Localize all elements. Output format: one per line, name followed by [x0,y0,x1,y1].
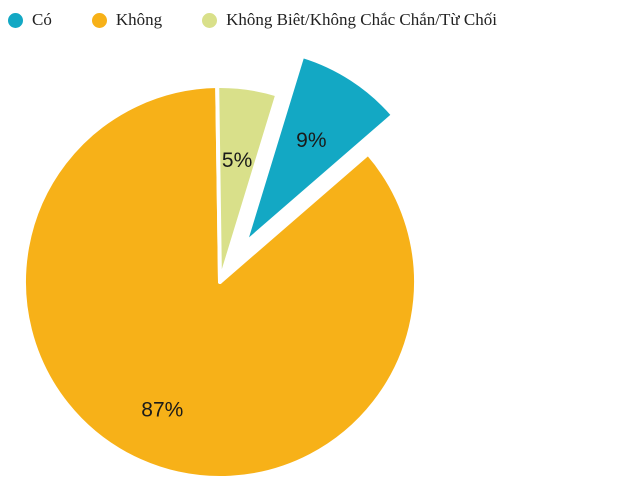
chart-legend: Có Không Không Biêt/Không Chắc Chắn/Từ C… [8,10,497,30]
pie-slice-khong-biet-khong-chac-chan-tu-choi[interactable] [215,84,280,284]
legend-swatch-khong [91,12,107,28]
legend-swatch-co [8,12,23,28]
slice-label-co: 9% [296,129,326,152]
legend-item-co[interactable]: Có [8,10,52,30]
slice-label-khong-biet-khong-chac-chan-tu-choi: 5% [222,149,252,172]
legend-swatch-khong-biet [202,12,218,28]
legend-label-co: Có [32,10,52,29]
legend-item-khong[interactable]: Không [91,10,163,30]
legend-label-khong: Không [115,10,163,29]
slice-label-khong: 87% [141,398,183,421]
pie-slice-co[interactable] [243,54,396,246]
pie-slice-khong[interactable] [22,84,418,480]
legend-item-khong-biet[interactable]: Không Biêt/Không Chắc Chắn/Từ Chối [202,10,497,30]
legend-label-khong-biet: Không Biêt/Không Chắc Chắn/Từ Chối [226,10,497,29]
